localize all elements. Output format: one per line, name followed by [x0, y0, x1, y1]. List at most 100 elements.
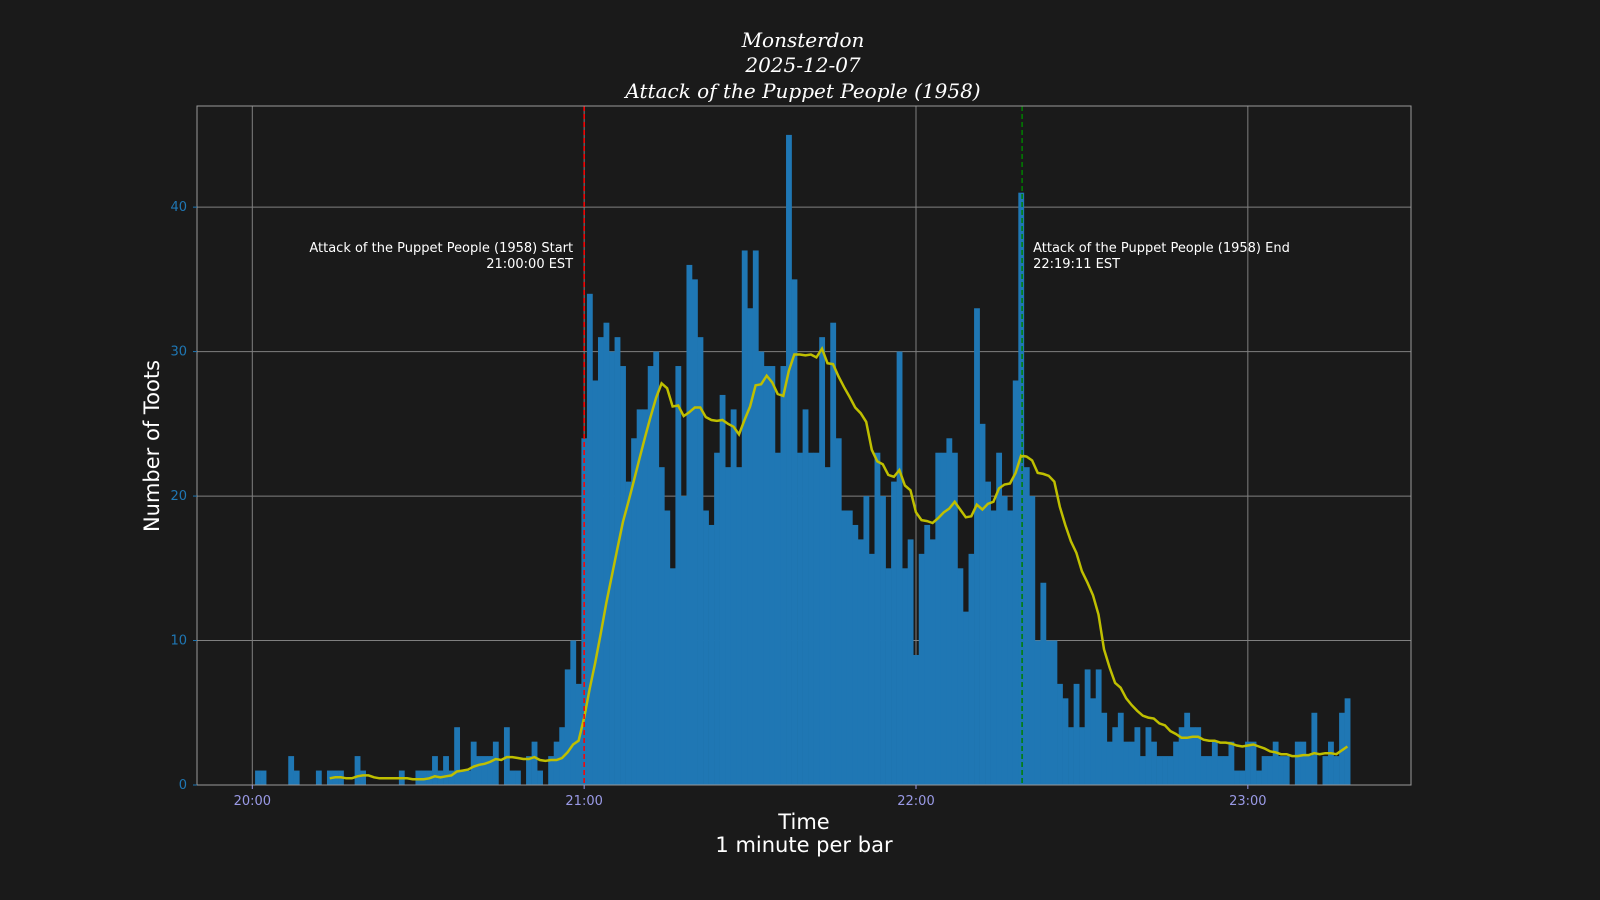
bar — [802, 409, 809, 785]
bar — [1344, 698, 1351, 785]
bar — [863, 496, 870, 785]
bar — [1112, 727, 1119, 785]
bar — [996, 452, 1003, 785]
bar — [680, 496, 687, 785]
bar — [730, 409, 737, 785]
bar — [448, 770, 455, 785]
bar — [1250, 741, 1257, 785]
bar — [1195, 727, 1202, 785]
event-label: Attack of the Puppet People (1958) End — [1033, 241, 1290, 256]
bar — [868, 553, 875, 785]
bar — [315, 770, 322, 785]
bar — [1051, 640, 1058, 785]
bar — [852, 524, 859, 785]
bar — [653, 351, 660, 785]
bar — [509, 770, 516, 785]
bar — [714, 452, 720, 785]
bar — [791, 279, 798, 785]
bar — [597, 337, 604, 785]
bar — [443, 756, 449, 785]
bar — [592, 380, 599, 785]
event-sublabel: 22:19:11 EST — [1033, 257, 1120, 272]
bar — [880, 496, 886, 785]
bar — [703, 510, 709, 785]
bar — [990, 510, 997, 785]
y-tick-label: 20 — [170, 489, 187, 504]
bar — [420, 770, 427, 785]
bar — [260, 770, 267, 785]
bar — [758, 351, 765, 785]
bar — [1117, 712, 1124, 785]
bar — [1283, 756, 1290, 785]
bar — [857, 539, 864, 785]
bar — [1305, 756, 1312, 785]
ticks: 0 10 20 30 40 20:00 21:00 22:00 23:00 — [170, 200, 1266, 809]
bar — [719, 394, 726, 785]
bar — [769, 366, 776, 785]
bar — [609, 351, 615, 785]
bar — [935, 452, 942, 785]
bar — [1106, 741, 1113, 785]
bar — [1123, 741, 1130, 785]
bar — [918, 553, 925, 785]
chart-title-line2: 2025-12-07 — [744, 53, 861, 77]
bar — [1211, 741, 1218, 785]
bar — [907, 539, 914, 785]
bar — [708, 524, 715, 785]
bar — [913, 654, 920, 785]
bar — [1173, 741, 1180, 785]
bar — [1018, 192, 1025, 785]
rolling-average-line — [329, 345, 1349, 781]
bar — [631, 438, 637, 785]
bar — [951, 452, 958, 785]
bar — [885, 568, 892, 785]
bar — [924, 524, 931, 785]
bar — [603, 322, 610, 785]
bar — [819, 337, 826, 785]
bar — [487, 756, 494, 785]
bar — [470, 741, 477, 785]
bar — [1023, 467, 1030, 785]
bar — [929, 539, 936, 785]
bar — [1272, 741, 1279, 785]
bar — [747, 308, 754, 785]
bar — [1278, 756, 1285, 785]
bar — [1234, 770, 1240, 785]
bar — [786, 134, 792, 785]
bar — [465, 770, 472, 785]
bar — [835, 438, 842, 785]
bar — [736, 467, 743, 785]
bar — [968, 553, 975, 785]
bar — [1267, 756, 1274, 785]
bar — [1189, 727, 1196, 785]
bar — [1184, 712, 1191, 785]
bar — [647, 366, 654, 785]
bar — [1162, 756, 1168, 785]
bar — [1178, 727, 1185, 785]
bar — [360, 770, 366, 785]
bar — [1145, 727, 1152, 785]
event-sublabel: 21:00:00 EST — [486, 257, 573, 272]
bar — [620, 366, 626, 785]
bar — [570, 640, 577, 785]
bar — [1311, 712, 1318, 785]
bar — [1090, 698, 1097, 785]
bar — [481, 756, 488, 785]
bar — [1217, 756, 1224, 785]
bar — [1034, 640, 1041, 785]
bar — [1029, 496, 1036, 785]
bar — [841, 510, 848, 785]
y-tick-label: 0 — [179, 778, 187, 793]
bar — [985, 481, 991, 785]
bar — [476, 756, 483, 785]
bar — [1239, 770, 1246, 785]
bar — [1294, 741, 1301, 785]
bar — [979, 423, 986, 785]
bar — [642, 409, 649, 785]
bar — [675, 366, 682, 785]
bar — [586, 293, 593, 785]
bar — [1333, 756, 1340, 785]
bar — [763, 366, 770, 785]
bar — [692, 279, 698, 785]
